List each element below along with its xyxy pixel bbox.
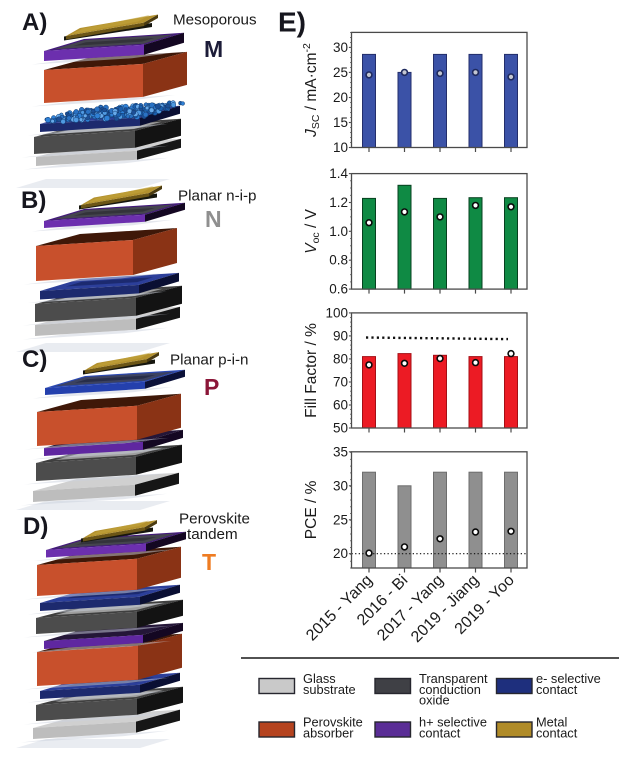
svg-text:E): E)	[278, 7, 306, 38]
svg-text:substrate: substrate	[303, 682, 356, 697]
svg-text:Mesoporous: Mesoporous	[173, 12, 257, 29]
svg-text:N: N	[205, 206, 222, 232]
svg-text:15: 15	[333, 115, 348, 130]
svg-text:Planar p-i-n: Planar p-i-n	[170, 352, 249, 369]
svg-text:25: 25	[333, 512, 348, 527]
svg-text:25: 25	[333, 65, 348, 80]
svg-text:1.2: 1.2	[329, 195, 348, 210]
svg-text:contact: contact	[419, 725, 461, 740]
svg-text:30: 30	[333, 40, 348, 55]
svg-text:h+ selective: h+ selective	[419, 715, 487, 730]
svg-text:oxide: oxide	[419, 693, 450, 708]
svg-text:C): C)	[22, 346, 47, 373]
svg-text:Planar n-i-p: Planar n-i-p	[178, 188, 257, 205]
svg-text:contact: contact	[536, 682, 578, 697]
svg-text:P: P	[204, 374, 219, 400]
svg-text:90: 90	[333, 328, 348, 343]
svg-text:Metal: Metal	[536, 715, 567, 730]
svg-text:conduction: conduction	[419, 682, 481, 697]
svg-text:0.6: 0.6	[329, 282, 348, 297]
svg-text:B): B)	[21, 187, 46, 214]
svg-text:10: 10	[333, 140, 348, 155]
svg-text:Fill Factor / %: Fill Factor / %	[303, 323, 320, 418]
svg-text:80: 80	[333, 351, 348, 366]
svg-text:T: T	[202, 549, 216, 575]
svg-text:Perovskite: Perovskite	[179, 511, 250, 528]
svg-text:20: 20	[333, 546, 348, 561]
svg-text:PCE / %: PCE / %	[303, 480, 320, 539]
svg-text:70: 70	[333, 374, 348, 389]
svg-text:20: 20	[333, 90, 348, 105]
svg-text:A): A)	[22, 9, 47, 36]
svg-text:1.0: 1.0	[329, 224, 348, 239]
svg-text:contact: contact	[536, 725, 578, 740]
svg-text:M: M	[204, 36, 223, 62]
svg-text:100: 100	[325, 305, 348, 320]
svg-text:e- selective: e- selective	[536, 671, 601, 686]
svg-text:50: 50	[333, 421, 348, 436]
svg-text:absorber: absorber	[303, 725, 354, 740]
svg-text:Glass: Glass	[303, 671, 336, 686]
svg-text:60: 60	[333, 397, 348, 412]
svg-text:Voc / V: Voc / V	[303, 208, 322, 253]
svg-text:1.4: 1.4	[329, 166, 348, 181]
svg-text:Perovskite: Perovskite	[303, 715, 363, 730]
svg-text:0.8: 0.8	[329, 253, 348, 268]
svg-text:JSC / mA·cm-2: JSC / mA·cm-2	[301, 43, 322, 138]
svg-text:tandem: tandem	[187, 526, 238, 543]
svg-text:Transparent: Transparent	[419, 671, 488, 686]
svg-text:30: 30	[333, 478, 348, 493]
svg-text:35: 35	[333, 444, 348, 459]
svg-text:D): D)	[23, 513, 48, 540]
